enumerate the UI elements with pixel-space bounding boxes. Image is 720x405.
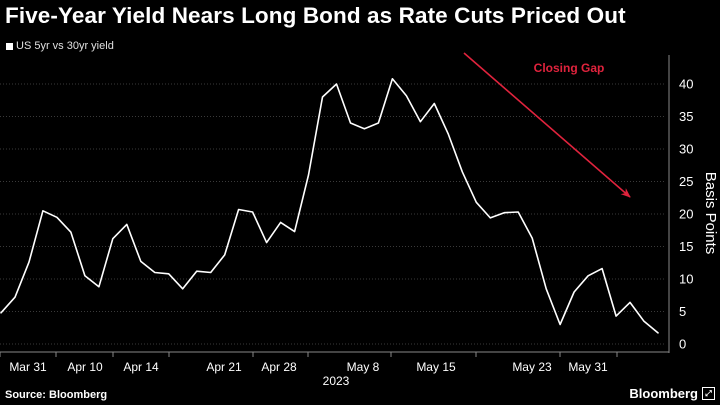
y-tick-label: 25 xyxy=(679,174,693,189)
y-tick-label: 10 xyxy=(679,272,693,287)
x-tick-label: Apr 21 xyxy=(206,360,242,374)
x-axis: Mar 31 Apr 10 Apr 14 Apr 21 Apr 28 May 8 May 1… xyxy=(0,351,669,388)
source-note: Source: Bloomberg xyxy=(5,389,108,401)
y-tick-label: 5 xyxy=(679,304,686,319)
y-axis: 0 5 10 15 20 25 30 35 40 Basis Points xyxy=(668,55,719,353)
brand: Bloomberg ⤢ xyxy=(629,386,715,401)
y-tick-label: 30 xyxy=(679,142,693,157)
annotation-group: Closing Gap xyxy=(463,52,631,198)
closing-gap-arrow xyxy=(463,52,631,198)
x-tick-label: May 15 xyxy=(416,360,456,374)
series-line xyxy=(0,78,659,334)
legend: US 5yr vs 30yr yield xyxy=(6,40,114,52)
grid-lines xyxy=(0,83,665,345)
series-group xyxy=(0,78,659,334)
x-tick-label: Apr 14 xyxy=(123,360,159,374)
y-tick-label: 15 xyxy=(679,239,693,254)
legend-label: US 5yr vs 30yr yield xyxy=(16,40,114,52)
x-tick-label: Mar 31 xyxy=(9,360,47,374)
x-tick-label: May 23 xyxy=(512,360,552,374)
chart-title: Five-Year Yield Nears Long Bond as Rate … xyxy=(5,3,626,28)
x-tick-label: Apr 10 xyxy=(67,360,103,374)
annotation-label: Closing Gap xyxy=(534,61,605,75)
x-tick-label: May 31 xyxy=(568,360,608,374)
expand-icon[interactable]: ⤢ xyxy=(702,387,715,400)
y-axis-label: Basis Points xyxy=(702,172,719,255)
x-tick-label: Apr 28 xyxy=(261,360,297,374)
x-tick-label: May 8 xyxy=(347,360,380,374)
y-tick-label: 20 xyxy=(679,207,693,222)
legend-swatch xyxy=(6,42,13,50)
y-tick-label: 40 xyxy=(679,77,693,92)
y-tick-label: 0 xyxy=(679,337,686,352)
y-tick-label: 35 xyxy=(679,109,693,124)
brand-name: Bloomberg xyxy=(629,386,698,401)
x-axis-label: 2023 xyxy=(323,374,350,388)
